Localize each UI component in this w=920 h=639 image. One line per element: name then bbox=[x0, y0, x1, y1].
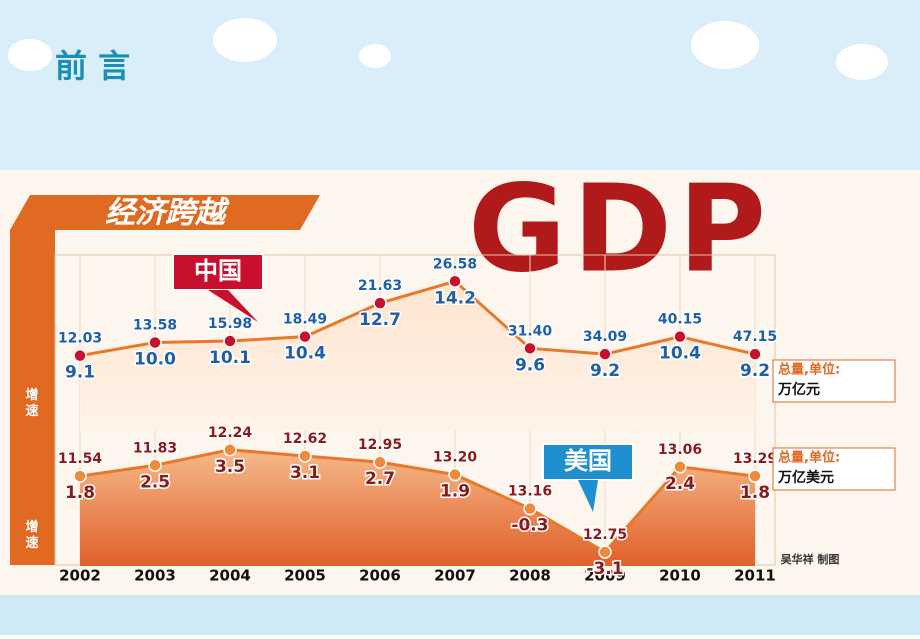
total-label: 13.20 bbox=[433, 450, 478, 466]
total-label: 18.49 bbox=[283, 312, 327, 328]
total-label: 12.62 bbox=[283, 431, 327, 447]
value-label: 3.5 bbox=[215, 457, 245, 477]
x-tick-label: 2007 bbox=[434, 567, 476, 585]
footer-strip bbox=[0, 595, 920, 635]
unit-box bbox=[772, 359, 896, 403]
series-name: 美国 bbox=[564, 447, 612, 475]
line bbox=[79, 448, 756, 554]
x-tick-label: 2005 bbox=[284, 567, 326, 585]
total-label: 13.29 bbox=[733, 451, 777, 467]
total-label: 15.98 bbox=[208, 316, 252, 332]
series-name: 中国 bbox=[194, 257, 242, 285]
banner: 经济跨越 bbox=[105, 196, 230, 231]
total-label: 31.40 bbox=[508, 323, 553, 339]
value-label: 1.8 bbox=[65, 483, 95, 503]
side-bar bbox=[10, 230, 55, 565]
point bbox=[373, 296, 387, 310]
x-tick-label: 2011 bbox=[734, 567, 776, 585]
unit-caption: 总量,单位: bbox=[778, 362, 840, 378]
point bbox=[73, 469, 87, 483]
value-label: 12.7 bbox=[359, 310, 401, 330]
x-tick-label: 2003 bbox=[134, 567, 176, 585]
point bbox=[598, 545, 612, 559]
value-label: 10.0 bbox=[134, 350, 176, 370]
total-label: 12.24 bbox=[208, 425, 253, 441]
x-tick-label: 2004 bbox=[209, 567, 251, 585]
value-label: -0.3 bbox=[511, 516, 548, 536]
area bbox=[80, 449, 755, 566]
callout-tail bbox=[208, 290, 258, 322]
x-tick-label: 2002 bbox=[59, 567, 101, 585]
point bbox=[298, 449, 312, 463]
total-label: 13.58 bbox=[133, 318, 177, 334]
line bbox=[79, 279, 756, 358]
value-label: 14.2 bbox=[434, 288, 476, 308]
callout-tail bbox=[578, 480, 598, 512]
point bbox=[73, 348, 87, 363]
unit-label: 万亿美元 bbox=[777, 469, 834, 486]
value-label: 9.1 bbox=[65, 363, 95, 383]
total-label: 11.83 bbox=[133, 440, 177, 456]
point bbox=[598, 347, 612, 361]
growth-label: 增速 bbox=[25, 387, 38, 419]
value-label: 1.9 bbox=[440, 482, 470, 502]
x-tick-label: 2009 bbox=[584, 567, 626, 585]
unit-caption: 总量,单位: bbox=[778, 450, 840, 466]
point bbox=[673, 460, 687, 474]
total-label: 12.95 bbox=[358, 437, 402, 453]
total-label: 11.54 bbox=[58, 451, 103, 467]
value-label: 9.2 bbox=[590, 361, 620, 381]
x-tick-label: 2010 bbox=[659, 567, 701, 585]
banner-bg bbox=[10, 195, 320, 230]
area bbox=[80, 281, 755, 430]
x-tick-label: 2006 bbox=[359, 567, 401, 585]
value-label: 10.4 bbox=[659, 344, 701, 364]
point bbox=[298, 329, 312, 344]
value-label: 2.7 bbox=[365, 469, 395, 489]
value-label: 2.4 bbox=[665, 474, 695, 494]
x-tick-label: 2008 bbox=[509, 567, 551, 585]
unit-box bbox=[772, 447, 896, 491]
value-label: 3.1 bbox=[290, 463, 320, 483]
total-label: 13.06 bbox=[658, 442, 702, 458]
clouds bbox=[8, 18, 888, 80]
point bbox=[673, 329, 687, 344]
point bbox=[223, 334, 237, 348]
point bbox=[748, 347, 762, 361]
point bbox=[523, 501, 537, 516]
total-label: 12.03 bbox=[58, 331, 102, 347]
unit-label: 万亿元 bbox=[777, 381, 820, 398]
value-label: -3.1 bbox=[586, 559, 623, 579]
total-label: 47.15 bbox=[733, 329, 777, 345]
total-label: 12.75 bbox=[583, 527, 627, 543]
point bbox=[748, 469, 762, 483]
value-label: 9.6 bbox=[515, 355, 545, 375]
credit: 吴华祥 制图 bbox=[781, 552, 840, 566]
growth-label: 增速 bbox=[25, 519, 38, 551]
slide-title: 前 言 bbox=[55, 47, 130, 85]
headline: GDP bbox=[468, 161, 772, 300]
point bbox=[448, 467, 462, 482]
value-label: 1.8 bbox=[740, 483, 770, 503]
value-label: 2.5 bbox=[140, 472, 170, 492]
total-label: 34.09 bbox=[583, 329, 627, 345]
point bbox=[448, 274, 462, 288]
total-label: 26.58 bbox=[433, 256, 477, 272]
value-label: 10.4 bbox=[284, 344, 326, 364]
point bbox=[148, 335, 162, 350]
total-label: 13.16 bbox=[508, 484, 552, 500]
value-label: 10.1 bbox=[209, 348, 251, 368]
total-label: 40.15 bbox=[658, 312, 702, 328]
point bbox=[373, 455, 387, 469]
total-label: 21.63 bbox=[358, 278, 402, 294]
value-label: 9.2 bbox=[740, 361, 770, 381]
callout-box bbox=[542, 443, 634, 481]
point bbox=[148, 458, 162, 472]
point bbox=[523, 341, 537, 356]
point bbox=[223, 443, 237, 457]
